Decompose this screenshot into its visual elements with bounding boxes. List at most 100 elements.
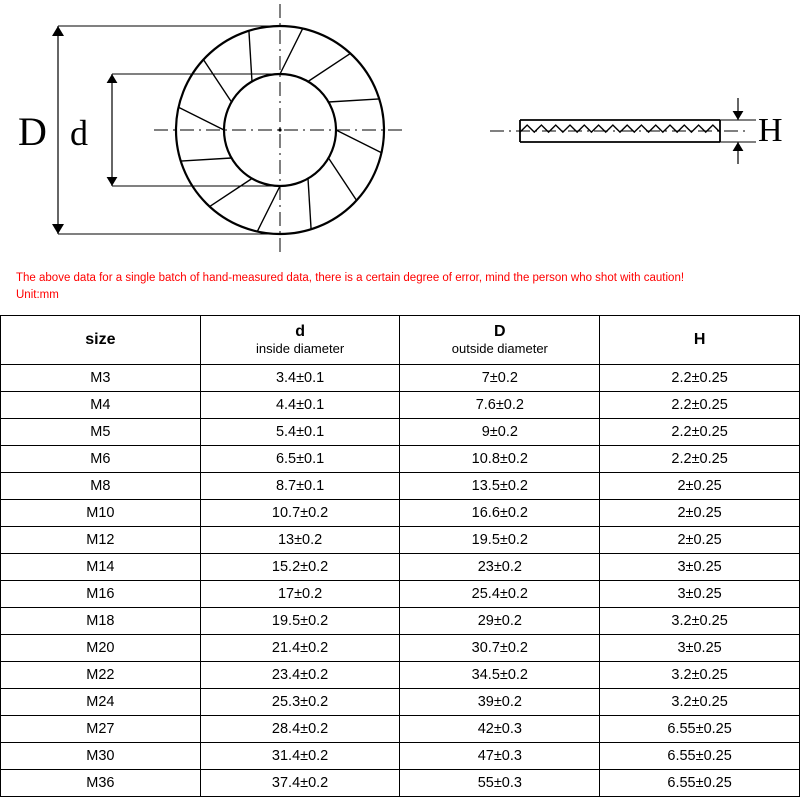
cell-D: 23±0.2 (400, 554, 600, 581)
table-row: M2223.4±0.234.5±0.23.2±0.25 (1, 662, 800, 689)
col-header-d: d inside diameter (200, 316, 400, 365)
cell-H: 3±0.25 (600, 581, 800, 608)
col-header-size: size (1, 316, 201, 365)
cell-H: 3±0.25 (600, 635, 800, 662)
table-row: M3031.4±0.247±0.36.55±0.25 (1, 743, 800, 770)
table-row: M2425.3±0.239±0.23.2±0.25 (1, 689, 800, 716)
col-header-H: H (600, 316, 800, 365)
cell-d: 3.4±0.1 (200, 365, 400, 392)
cell-H: 2±0.25 (600, 527, 800, 554)
cell-D: 47±0.3 (400, 743, 600, 770)
disclaimer-unit: Unit:mm (16, 287, 786, 304)
cell-size: M10 (1, 500, 201, 527)
measurement-disclaimer: The above data for a single batch of han… (16, 270, 786, 303)
cell-H: 2.2±0.25 (600, 419, 800, 446)
table-row: M33.4±0.17±0.22.2±0.25 (1, 365, 800, 392)
cell-H: 6.55±0.25 (600, 716, 800, 743)
cell-D: 7.6±0.2 (400, 392, 600, 419)
table-row: M2021.4±0.230.7±0.23±0.25 (1, 635, 800, 662)
label-inside-diameter: d (70, 112, 88, 154)
cell-d: 28.4±0.2 (200, 716, 400, 743)
cell-H: 2±0.25 (600, 473, 800, 500)
cell-H: 2.2±0.25 (600, 392, 800, 419)
cell-d: 21.4±0.2 (200, 635, 400, 662)
cell-d: 19.5±0.2 (200, 608, 400, 635)
cell-D: 25.4±0.2 (400, 581, 600, 608)
table-row: M1010.7±0.216.6±0.22±0.25 (1, 500, 800, 527)
cell-H: 3.2±0.25 (600, 689, 800, 716)
table-row: M88.7±0.113.5±0.22±0.25 (1, 473, 800, 500)
cell-d: 37.4±0.2 (200, 770, 400, 797)
cell-size: M5 (1, 419, 201, 446)
cell-H: 3±0.25 (600, 554, 800, 581)
table-row: M1213±0.219.5±0.22±0.25 (1, 527, 800, 554)
cell-H: 2.2±0.25 (600, 365, 800, 392)
cell-d: 23.4±0.2 (200, 662, 400, 689)
label-outside-diameter: D (18, 108, 47, 155)
cell-size: M3 (1, 365, 201, 392)
cell-d: 4.4±0.1 (200, 392, 400, 419)
col-header-H-main: H (694, 331, 706, 348)
diagram-svg (0, 0, 800, 260)
cell-size: M24 (1, 689, 201, 716)
cell-size: M30 (1, 743, 201, 770)
cell-size: M20 (1, 635, 201, 662)
cell-d: 5.4±0.1 (200, 419, 400, 446)
cell-size: M16 (1, 581, 201, 608)
table-header-row: size d inside diameter D outside diamete… (1, 316, 800, 365)
cell-H: 2±0.25 (600, 500, 800, 527)
cell-size: M22 (1, 662, 201, 689)
cell-size: M27 (1, 716, 201, 743)
cell-D: 19.5±0.2 (400, 527, 600, 554)
cell-H: 6.55±0.25 (600, 770, 800, 797)
col-header-size-main: size (85, 331, 115, 348)
technical-diagram: D d H (0, 0, 800, 260)
cell-D: 55±0.3 (400, 770, 600, 797)
cell-D: 9±0.2 (400, 419, 600, 446)
cell-size: M6 (1, 446, 201, 473)
table-row: M3637.4±0.255±0.36.55±0.25 (1, 770, 800, 797)
table-row: M55.4±0.19±0.22.2±0.25 (1, 419, 800, 446)
spec-table-container: size d inside diameter D outside diamete… (0, 315, 800, 797)
cell-d: 10.7±0.2 (200, 500, 400, 527)
cell-D: 13.5±0.2 (400, 473, 600, 500)
table-row: M1819.5±0.229±0.23.2±0.25 (1, 608, 800, 635)
cell-size: M18 (1, 608, 201, 635)
cell-size: M8 (1, 473, 201, 500)
cell-H: 3.2±0.25 (600, 662, 800, 689)
col-header-D: D outside diameter (400, 316, 600, 365)
label-thickness: H (758, 112, 783, 150)
cell-D: 39±0.2 (400, 689, 600, 716)
cell-D: 16.6±0.2 (400, 500, 600, 527)
cell-d: 15.2±0.2 (200, 554, 400, 581)
col-header-D-main: D (494, 323, 506, 340)
cell-d: 6.5±0.1 (200, 446, 400, 473)
table-row: M1617±0.225.4±0.23±0.25 (1, 581, 800, 608)
cell-d: 31.4±0.2 (200, 743, 400, 770)
cell-d: 25.3±0.2 (200, 689, 400, 716)
cell-D: 10.8±0.2 (400, 446, 600, 473)
cell-d: 17±0.2 (200, 581, 400, 608)
col-header-d-main: d (295, 323, 305, 340)
table-row: M44.4±0.17.6±0.22.2±0.25 (1, 392, 800, 419)
cell-d: 8.7±0.1 (200, 473, 400, 500)
disclaimer-line1: The above data for a single batch of han… (16, 270, 786, 287)
table-row: M2728.4±0.242±0.36.55±0.25 (1, 716, 800, 743)
table-row: M1415.2±0.223±0.23±0.25 (1, 554, 800, 581)
cell-size: M36 (1, 770, 201, 797)
col-header-d-sub: inside diameter (205, 342, 396, 357)
cell-H: 6.55±0.25 (600, 743, 800, 770)
table-row: M66.5±0.110.8±0.22.2±0.25 (1, 446, 800, 473)
cell-H: 3.2±0.25 (600, 608, 800, 635)
cell-D: 7±0.2 (400, 365, 600, 392)
col-header-D-sub: outside diameter (404, 342, 595, 357)
spec-table: size d inside diameter D outside diamete… (0, 315, 800, 797)
cell-size: M12 (1, 527, 201, 554)
cell-D: 30.7±0.2 (400, 635, 600, 662)
cell-H: 2.2±0.25 (600, 446, 800, 473)
cell-D: 29±0.2 (400, 608, 600, 635)
cell-D: 42±0.3 (400, 716, 600, 743)
cell-size: M4 (1, 392, 201, 419)
cell-D: 34.5±0.2 (400, 662, 600, 689)
cell-size: M14 (1, 554, 201, 581)
